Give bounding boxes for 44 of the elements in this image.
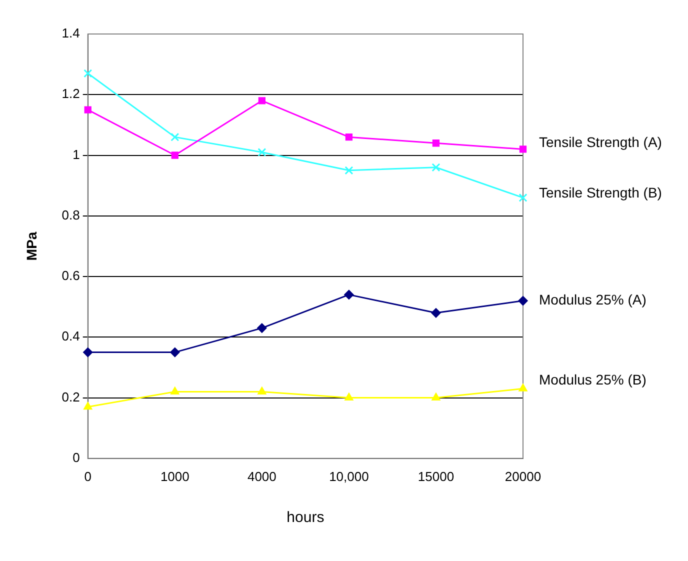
- x-tick-label: 10,000: [329, 468, 369, 484]
- x-tick-label: 15000: [418, 468, 454, 484]
- point: [84, 402, 92, 410]
- point: [258, 386, 266, 394]
- y-tick-label: 0.6: [62, 268, 80, 284]
- point: [432, 140, 440, 147]
- point: [171, 152, 178, 159]
- y-tick-label: 0.4: [62, 328, 80, 344]
- point: [344, 166, 354, 175]
- point: [84, 69, 92, 78]
- y-tick-label: 0: [72, 450, 80, 465]
- point: [258, 97, 266, 104]
- x-tick-label: 1000: [160, 468, 190, 484]
- y-tick-label: 1.4: [62, 26, 80, 41]
- point: [344, 393, 354, 401]
- point: [258, 148, 266, 157]
- point: [432, 393, 440, 401]
- x-tick-label: 20000: [504, 468, 542, 484]
- series-label: Modulus 25% (A): [539, 292, 646, 308]
- point: [518, 384, 528, 392]
- point: [345, 133, 353, 141]
- x-tick-label: 0: [84, 468, 92, 484]
- point: [518, 193, 528, 202]
- point: [170, 132, 180, 142]
- point: [518, 296, 528, 306]
- y-tick-label: 0.2: [62, 389, 80, 404]
- x-tick-label: 4000: [247, 468, 276, 484]
- point: [431, 308, 441, 318]
- point: [170, 386, 180, 394]
- point: [344, 290, 354, 300]
- series-label: Modulus 25% (B): [539, 372, 646, 388]
- x-axis-title: hours: [286, 509, 324, 526]
- point: [432, 163, 440, 172]
- point: [170, 348, 180, 358]
- point: [83, 348, 93, 358]
- y-axis-title: MPa: [23, 232, 40, 261]
- point: [257, 323, 267, 333]
- point: [84, 106, 92, 114]
- y-tick-label: 0.8: [62, 207, 80, 222]
- series-label: Tensile Strength (A): [539, 134, 662, 150]
- point: [519, 146, 527, 153]
- series-label: Tensile Strength (B): [539, 184, 662, 201]
- y-tick-label: 1.2: [62, 86, 80, 102]
- y-tick-label: 1: [72, 146, 80, 162]
